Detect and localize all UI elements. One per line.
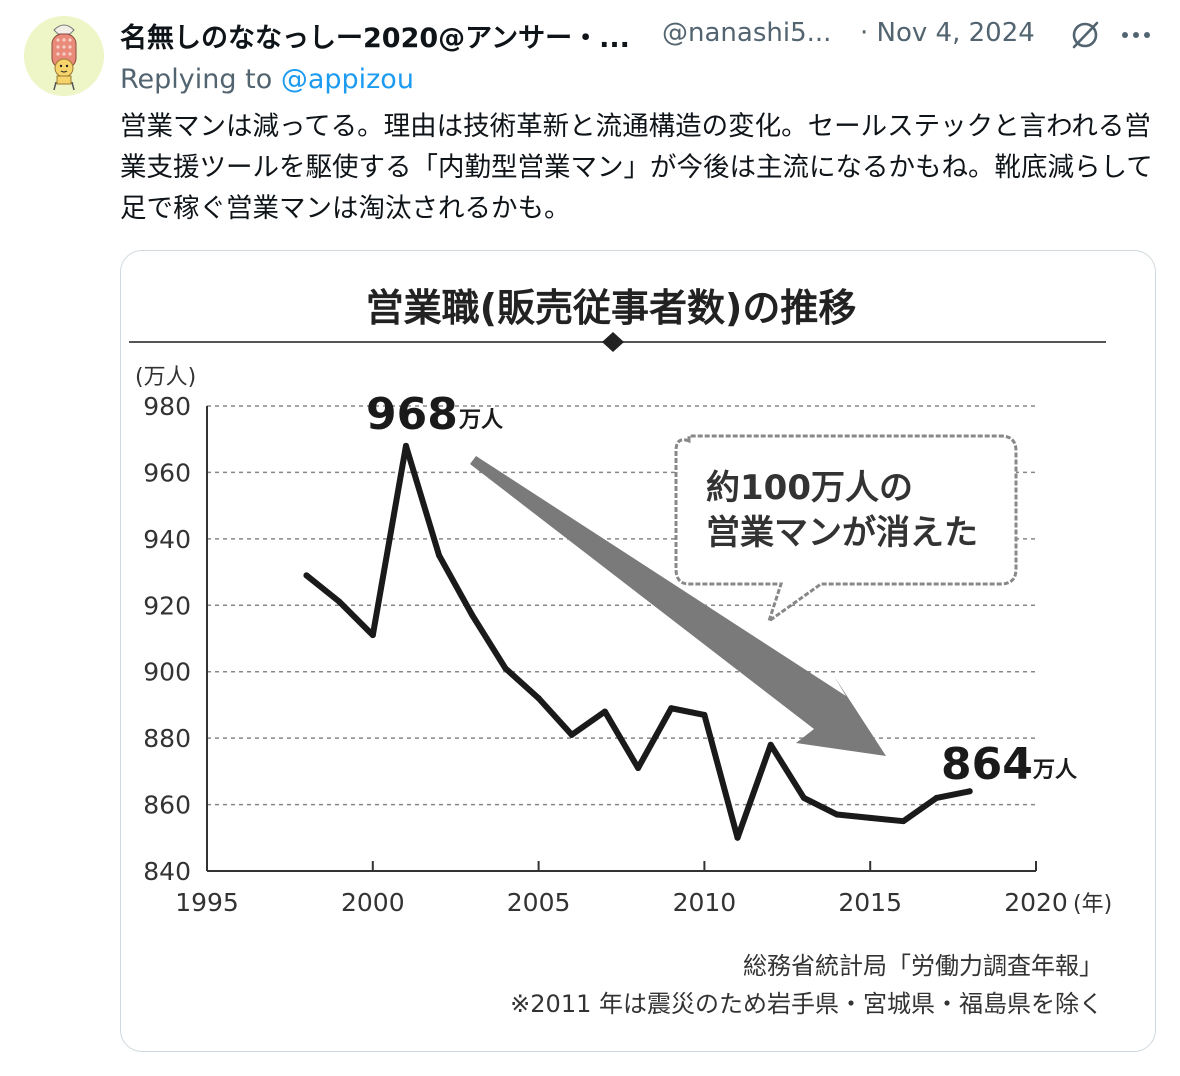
data-point — [535, 695, 542, 702]
last-unit-label: 万人 — [1032, 758, 1077, 783]
data-point — [734, 834, 741, 841]
replying-to-label: Replying to — [120, 64, 281, 95]
y-axis-label: (万人) — [135, 365, 196, 390]
data-point — [867, 814, 874, 821]
data-point — [767, 741, 774, 748]
data-point — [966, 788, 973, 795]
data-point — [834, 811, 841, 818]
data-point — [402, 442, 409, 449]
data-point — [635, 765, 642, 772]
y-tick-label: 960 — [143, 458, 191, 487]
data-point — [336, 598, 343, 605]
data-point — [601, 708, 608, 715]
tweet-text: 営業マンは減ってる。理由は技術革新と流通構造の変化。セールステックと言われる営業… — [120, 111, 1153, 224]
bubble-text-line1: 約100万人の — [706, 468, 913, 508]
y-tick-label: 880 — [143, 724, 191, 753]
more-icon[interactable] — [1118, 18, 1154, 52]
y-tick-label: 840 — [143, 857, 191, 886]
y-tick-label: 860 — [143, 791, 191, 820]
speech-bubble — [674, 434, 1018, 625]
series-points — [303, 442, 973, 841]
y-tick-label: 920 — [143, 591, 191, 620]
replying-to: Replying to @appizou — [120, 64, 414, 95]
trend-arrow-icon — [470, 456, 886, 756]
x-tick-label: 1995 — [175, 888, 239, 917]
data-point — [701, 711, 708, 718]
title-diamond-icon — [602, 332, 624, 352]
data-point — [900, 818, 907, 825]
tweet-header: 名無しのななっしー2020@アンサー・... @nanashi5... · No… — [120, 14, 1160, 54]
grok-icon[interactable] — [1068, 18, 1102, 52]
x-ticks: 1995 2000 2005 2010 2015 2020 — [175, 861, 1068, 917]
x-tick-label: 2015 — [838, 888, 902, 917]
avatar-icon — [24, 16, 104, 96]
tweet-media[interactable]: 営業職(販売従事者数)の推移 (万人) 840 860 880 900 920 940 96… — [120, 250, 1156, 1052]
data-point — [369, 632, 376, 639]
x-tick-label: 2010 — [673, 888, 737, 917]
data-point — [469, 612, 476, 619]
y-tick-label: 940 — [143, 525, 191, 554]
last-value-label: 864 — [941, 739, 1033, 790]
avatar[interactable] — [24, 16, 104, 96]
data-point — [800, 794, 807, 801]
peak-value-label: 968 — [366, 389, 458, 440]
x-tick-label: 2020 — [1004, 888, 1068, 917]
y-tick-label: 900 — [143, 658, 191, 687]
x-tick-label: 2000 — [341, 888, 405, 917]
data-point — [303, 572, 310, 579]
chart-note: ※2011 年は震災のため岩手県・宮城県・福島県を除く — [510, 990, 1103, 1018]
chart-source: 総務省統計局「労働力調査年報」 — [743, 952, 1103, 980]
data-point — [568, 731, 575, 738]
data-point — [668, 705, 675, 712]
bubble-text-line2: 営業マンが消えた — [706, 513, 978, 553]
line-chart: 営業職(販売従事者数)の推移 (万人) 840 860 880 900 920 940 96… — [129, 286, 1112, 1018]
x-tick-label: 2005 — [507, 888, 571, 917]
replying-to-link[interactable]: @appizou — [280, 64, 414, 95]
peak-unit-label: 万人 — [458, 408, 503, 433]
tweet-timestamp[interactable]: · Nov 4, 2024 — [860, 18, 1035, 48]
y-ticks: 840 860 880 900 920 940 960 980 — [143, 392, 191, 886]
chart-title: 営業職(販売従事者数)の推移 — [366, 286, 857, 330]
x-axis-label: (年) — [1073, 892, 1112, 917]
author-handle[interactable]: @nanashi5... — [662, 18, 832, 48]
y-tick-label: 980 — [143, 392, 191, 421]
data-point — [933, 794, 940, 801]
author-name[interactable]: 名無しのななっしー2020@アンサー・... — [120, 23, 630, 54]
data-point — [436, 552, 443, 559]
data-point — [502, 665, 509, 672]
